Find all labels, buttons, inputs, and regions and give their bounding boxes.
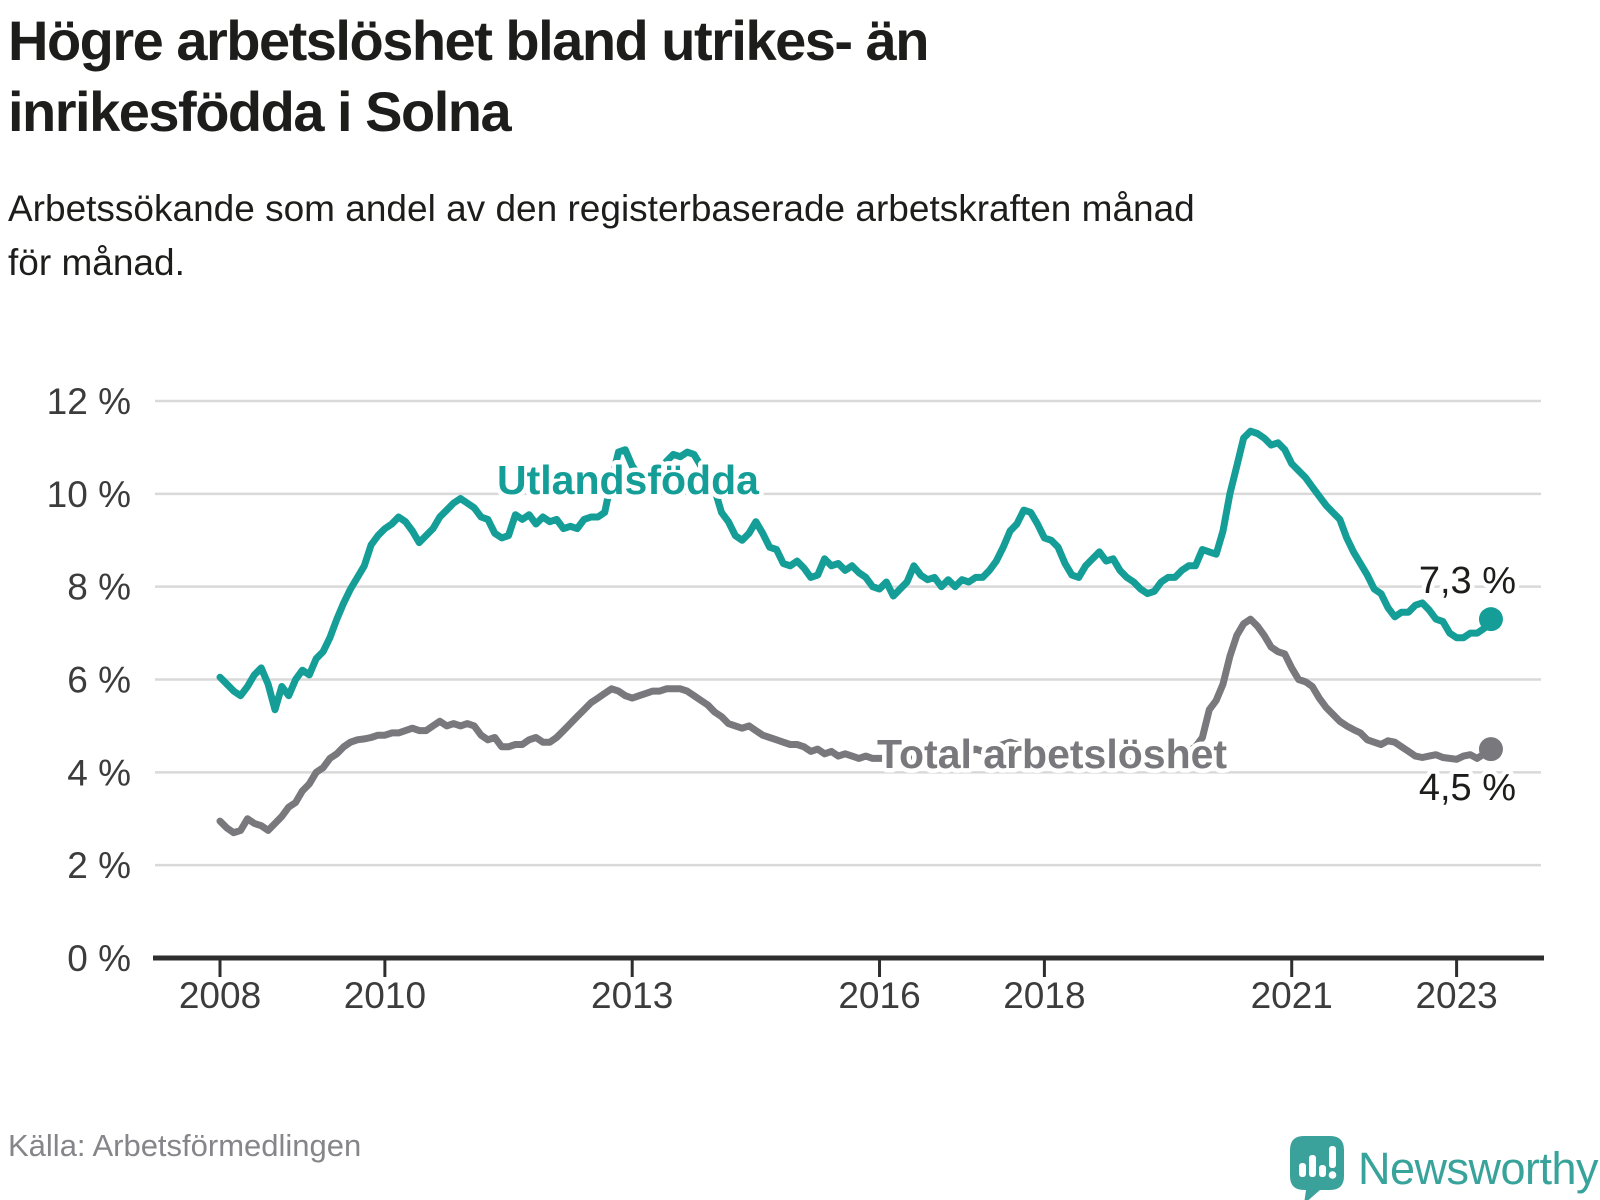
x-tick-label: 2008 — [179, 975, 261, 1016]
end-dot-total — [1478, 737, 1503, 762]
series-label-total: Total arbetslöshet — [877, 731, 1227, 777]
series-line-utlandsfodda — [216, 427, 1495, 714]
y-tick-label: 10 % — [47, 474, 131, 515]
newsworthy-logo-icon — [1290, 1136, 1344, 1200]
y-axis-labels: 12 % 10 % 8 % 6 % 4 % 2 % 0 % — [47, 381, 131, 979]
end-value-label-total: 4,5 % — [1419, 767, 1516, 809]
x-tick-label: 2018 — [1003, 975, 1085, 1016]
y-tick-label: 0 % — [67, 938, 131, 979]
y-tick-label: 2 % — [67, 845, 131, 886]
x-tick-label: 2021 — [1251, 975, 1333, 1016]
source-note: Källa: Arbetsförmedlingen — [8, 1128, 362, 1163]
end-value-label-utlandsfodda: 7,3 % — [1419, 560, 1516, 602]
series-lines — [216, 427, 1495, 837]
series-line-total — [216, 615, 1495, 837]
y-tick-label: 6 % — [67, 660, 131, 701]
x-tick-label: 2013 — [591, 975, 673, 1016]
series-end-dots — [1478, 607, 1503, 762]
end-dot-utlandsfodda — [1478, 607, 1503, 632]
x-axis-labels: 2008 2010 2013 2016 2018 2021 2023 — [179, 975, 1498, 1016]
y-tick-label: 8 % — [67, 567, 131, 608]
page-subtitle: Arbetssökande som andel av den registerb… — [8, 188, 1195, 283]
x-axis-ticks — [218, 960, 1459, 977]
x-tick-label: 2016 — [838, 975, 920, 1016]
page-title: Högre arbetslöshet bland utrikes- än inr… — [8, 9, 929, 143]
y-tick-label: 4 % — [67, 752, 131, 793]
x-tick-label: 2023 — [1415, 975, 1497, 1016]
y-tick-label: 12 % — [47, 381, 131, 422]
gridlines — [155, 399, 1541, 867]
x-tick-label: 2010 — [344, 975, 426, 1016]
brand-name: Newsworthy — [1358, 1143, 1599, 1194]
series-label-utlandsfodda: Utlandsfödda — [497, 457, 760, 503]
